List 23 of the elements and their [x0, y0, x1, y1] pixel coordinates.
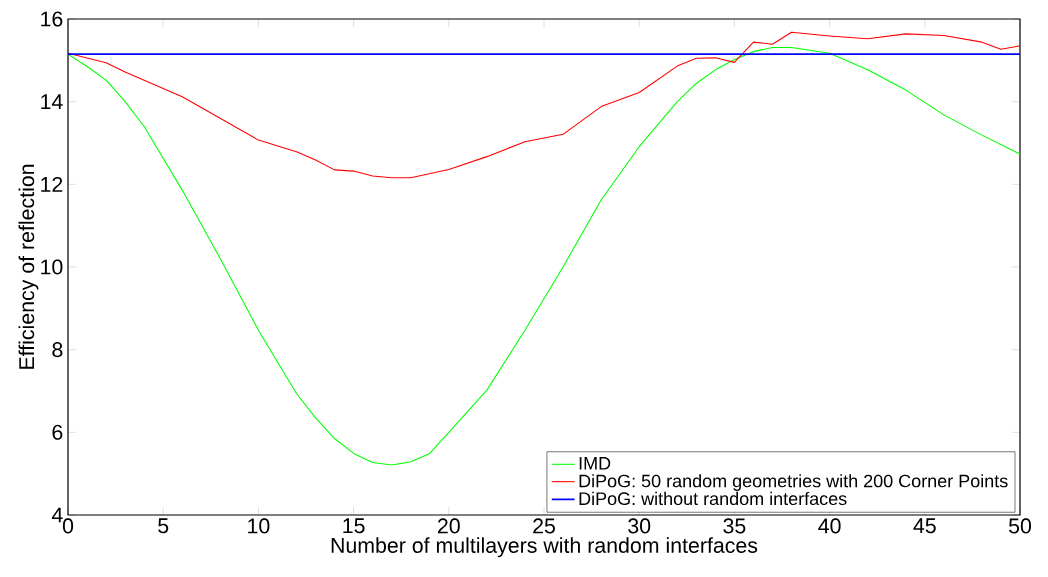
- legend-label: IMD: [579, 457, 611, 470]
- y-tick-label: 12: [41, 176, 63, 192]
- x-tick-label: 10: [248, 518, 270, 534]
- y-tick-label: 16: [41, 11, 63, 27]
- x-tick-label: 0: [62, 518, 74, 534]
- y-axis-title: Efficiency of reflection: [18, 164, 39, 369]
- y-tick-label: 8: [52, 342, 63, 358]
- x-tick-label: 15: [343, 518, 365, 534]
- x-tick-label: 20: [438, 518, 460, 534]
- legend-label: DiPoG: 50 random geometries with 200 Corner Points: [579, 474, 1008, 491]
- x-tick-label: 25: [533, 518, 555, 534]
- y-tick-label: 4: [51, 507, 63, 523]
- x-tick-label: 35: [723, 518, 746, 534]
- x-tick-label: 45: [913, 518, 936, 534]
- x-tick-label: 30: [628, 518, 651, 534]
- y-tick-label: 14: [41, 94, 63, 109]
- x-tick-label: 50: [1008, 518, 1032, 534]
- legend-label: DiPoG: without random interfaces: [579, 491, 847, 506]
- x-tick-label: 40: [818, 518, 841, 534]
- y-tick-label: 10: [41, 259, 63, 275]
- x-axis-title: Number of multilayers with random interfaces: [331, 537, 758, 558]
- x-tick-label: 5: [158, 518, 169, 534]
- y-tick-label: 6: [52, 424, 63, 440]
